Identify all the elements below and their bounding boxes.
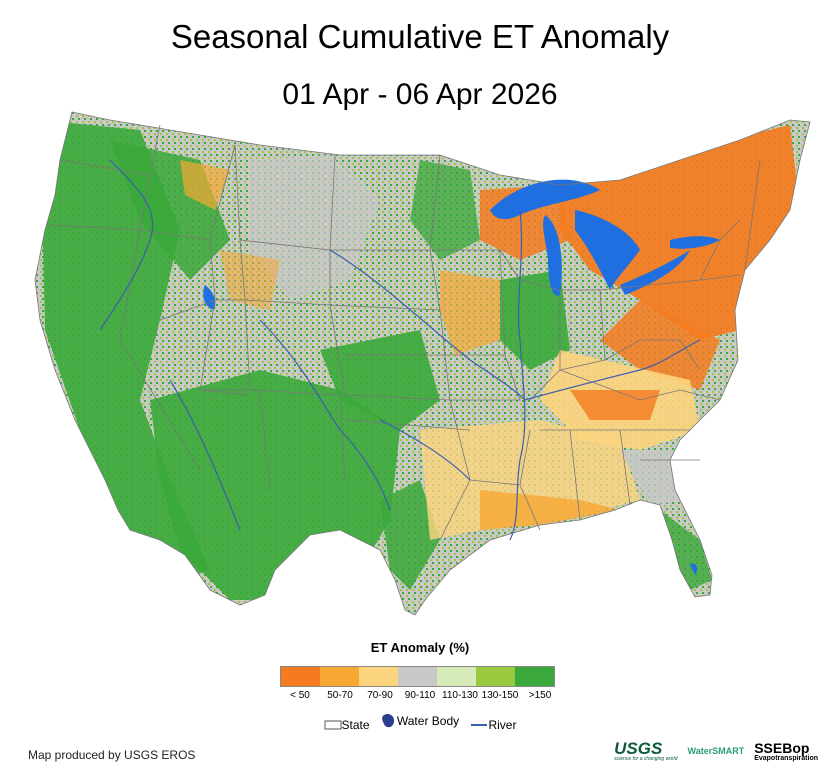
water-body-label: Water Body bbox=[396, 714, 460, 728]
legend-class-label: 70-90 bbox=[367, 690, 393, 701]
legend-class-label: 50-70 bbox=[327, 690, 353, 701]
usgs-logo: USGS science for a changing world bbox=[614, 740, 677, 762]
rivers bbox=[99, 159, 701, 541]
water-drop-icon bbox=[381, 713, 394, 728]
legend-colorbar bbox=[280, 666, 555, 687]
legend-swatch bbox=[320, 667, 359, 686]
legend-title: ET Anomaly (%) bbox=[370, 640, 470, 655]
river-label: River bbox=[488, 718, 517, 732]
date-range: 01 Apr - 06 Apr 2026 bbox=[282, 78, 558, 111]
usgs-tagline: science for a changing world bbox=[614, 756, 678, 762]
watersmart-logo-text: WaterSMART bbox=[687, 745, 745, 756]
ssebop-logo-text: SSEBop bbox=[754, 739, 810, 756]
river-line-icon bbox=[471, 724, 488, 726]
legend-swatch bbox=[398, 667, 437, 686]
legend-class-label: 130-150 bbox=[481, 690, 519, 701]
map-title: Seasonal Cumulative ET Anomaly bbox=[170, 18, 670, 55]
legend-class-label: < 50 bbox=[290, 690, 310, 701]
legend-swatch bbox=[437, 667, 476, 686]
credit-text: Map produced by USGS EROS bbox=[28, 748, 196, 762]
usgs-logo-text: USGS bbox=[614, 739, 663, 758]
water-body-symbol: Water Body bbox=[381, 712, 459, 730]
symbol-legend: State Water Body River bbox=[0, 712, 840, 733]
state-symbol: State bbox=[324, 718, 370, 732]
state-boundaries bbox=[34, 111, 811, 616]
logos: USGS science for a changing world WaterS… bbox=[614, 740, 818, 762]
ssebop-tagline: Evapotranspiration bbox=[754, 754, 818, 762]
anomaly-raster bbox=[35, 112, 810, 615]
legend-swatch bbox=[515, 667, 554, 686]
legend-class-label: 110-130 bbox=[442, 690, 478, 701]
state-outline-icon bbox=[324, 720, 341, 730]
et-anomaly-map bbox=[34, 111, 811, 616]
ssebop-logo: SSEBop Evapotranspiration bbox=[754, 741, 818, 762]
state-label: State bbox=[341, 718, 370, 732]
legend-swatch bbox=[476, 667, 515, 686]
legend-class-label: >150 bbox=[528, 690, 552, 701]
legend-swatch bbox=[281, 667, 320, 686]
legend-swatch bbox=[359, 667, 398, 686]
legend-class-label: 90-110 bbox=[404, 690, 436, 701]
river-symbol: River bbox=[470, 718, 516, 732]
great-lakes bbox=[203, 179, 720, 575]
watersmart-logo: WaterSMART bbox=[687, 745, 745, 756]
